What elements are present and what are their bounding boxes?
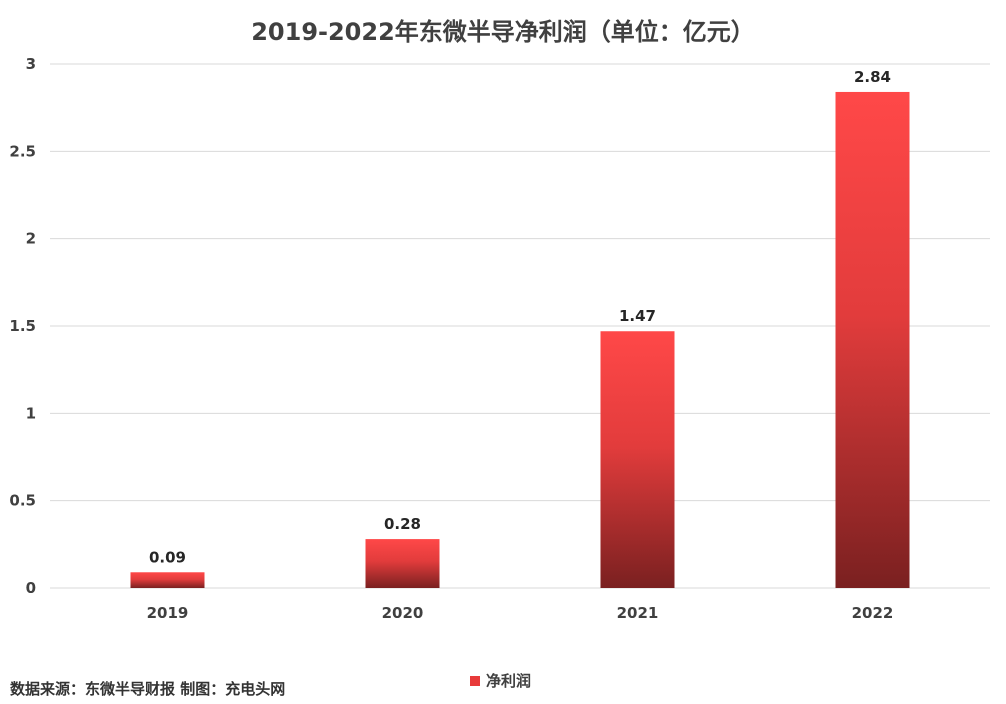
x-tick-label-2021: 2021 (617, 604, 659, 622)
y-axis: 0 0.5 1 1.5 2 2.5 3 (9, 55, 36, 597)
bar-2020 (365, 539, 440, 588)
chart-title: 2019-2022年东微半导净利润（单位：亿元） (251, 18, 755, 46)
source-note: 数据来源：东微半导财报 制图：充电头网 (10, 680, 286, 698)
x-tick-label-2019: 2019 (147, 604, 189, 622)
bar-2022 (835, 91, 910, 589)
bar-2021 (600, 331, 675, 588)
bars: 0.09 0.28 1.47 2.84 (130, 68, 910, 589)
y-tick-label: 3 (26, 55, 36, 73)
data-label-2022: 2.84 (854, 68, 891, 86)
x-tick-label-2020: 2020 (382, 604, 424, 622)
x-axis: 2019 2020 2021 2022 (147, 604, 894, 622)
legend-swatch (470, 675, 480, 686)
y-tick-label: 1.5 (9, 317, 36, 335)
x-tick-label-2022: 2022 (852, 604, 894, 622)
legend-label: 净利润 (486, 672, 532, 690)
y-tick-label: 0.5 (9, 492, 36, 510)
y-tick-label: 0 (26, 579, 36, 597)
data-label-2020: 0.28 (384, 515, 421, 533)
gridlines (50, 63, 990, 589)
y-tick-label: 2.5 (9, 142, 36, 160)
y-tick-label: 1 (26, 404, 36, 422)
data-label-2021: 1.47 (619, 307, 656, 325)
y-tick-label: 2 (26, 230, 36, 248)
data-label-2019: 0.09 (149, 548, 186, 566)
legend: 净利润 (470, 670, 531, 691)
bar-2019 (130, 572, 205, 588)
